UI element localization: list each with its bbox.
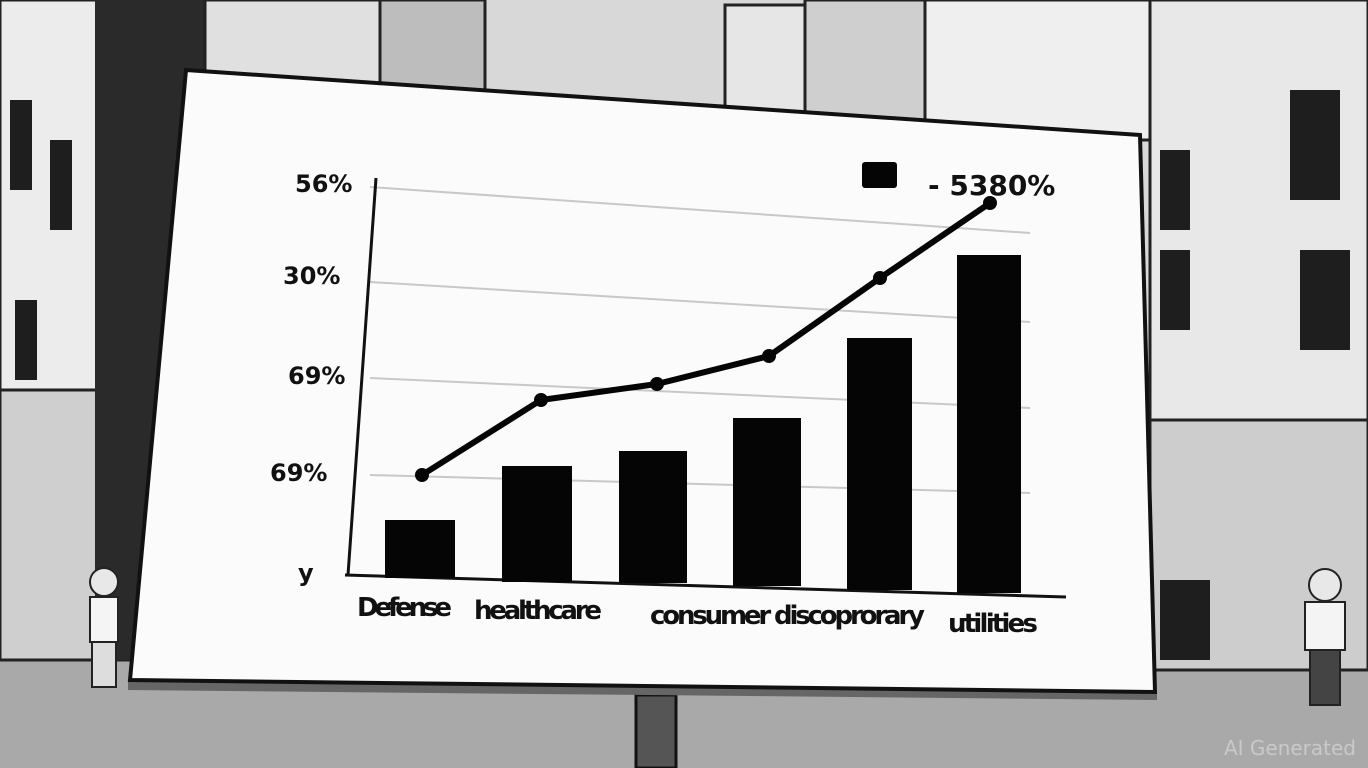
person [1304,568,1346,706]
category-label: utilities [948,609,1038,639]
point [534,393,548,407]
building-base [0,388,102,662]
legs [91,641,117,688]
y-axis [346,177,378,576]
building [803,0,927,127]
billboard-edge [128,680,1157,700]
building [923,0,1157,142]
torso [89,596,119,643]
head [1308,568,1342,602]
point [415,468,429,482]
legs [1309,649,1341,706]
billboard-post [634,693,678,768]
y-axis-label: 56% [295,170,352,198]
window [1160,150,1190,230]
building [723,3,807,117]
window [1160,580,1210,660]
legend-swatch [862,162,897,188]
point [983,196,997,210]
category-label: consumer discoprorary [650,601,925,631]
grid [369,186,1031,494]
point [762,349,776,363]
grid-line [369,281,1031,323]
window [50,140,72,230]
y-axis-label: 30% [283,262,340,290]
bar [957,255,1021,593]
windows [10,90,1350,660]
window [15,300,37,380]
point [650,377,664,391]
legend-text: - 5380% [928,169,1055,202]
bar [619,451,687,583]
y-axis-label: 69% [270,459,327,487]
x-axis [344,573,1067,599]
window [10,100,32,190]
bar [385,520,455,578]
bars [385,255,1021,593]
window [1160,250,1190,330]
bar [733,418,801,586]
building [378,0,487,92]
torso [1304,601,1346,651]
trend-points [415,196,997,482]
y-axis-label: y [298,559,314,587]
bar [502,466,572,582]
watermark: AI Generated [1224,736,1356,760]
grid-line [369,186,1031,234]
category-label: healthcare [474,596,602,626]
window [1300,250,1350,350]
category-label: Defense [357,593,452,623]
trend-line [420,200,992,478]
grid-line [369,474,1031,494]
head [89,567,119,597]
point [873,271,887,285]
bar [847,338,912,590]
y-axis-label: 69% [288,362,345,390]
person [89,567,119,688]
grid-line [369,377,1031,409]
window [1290,90,1340,200]
